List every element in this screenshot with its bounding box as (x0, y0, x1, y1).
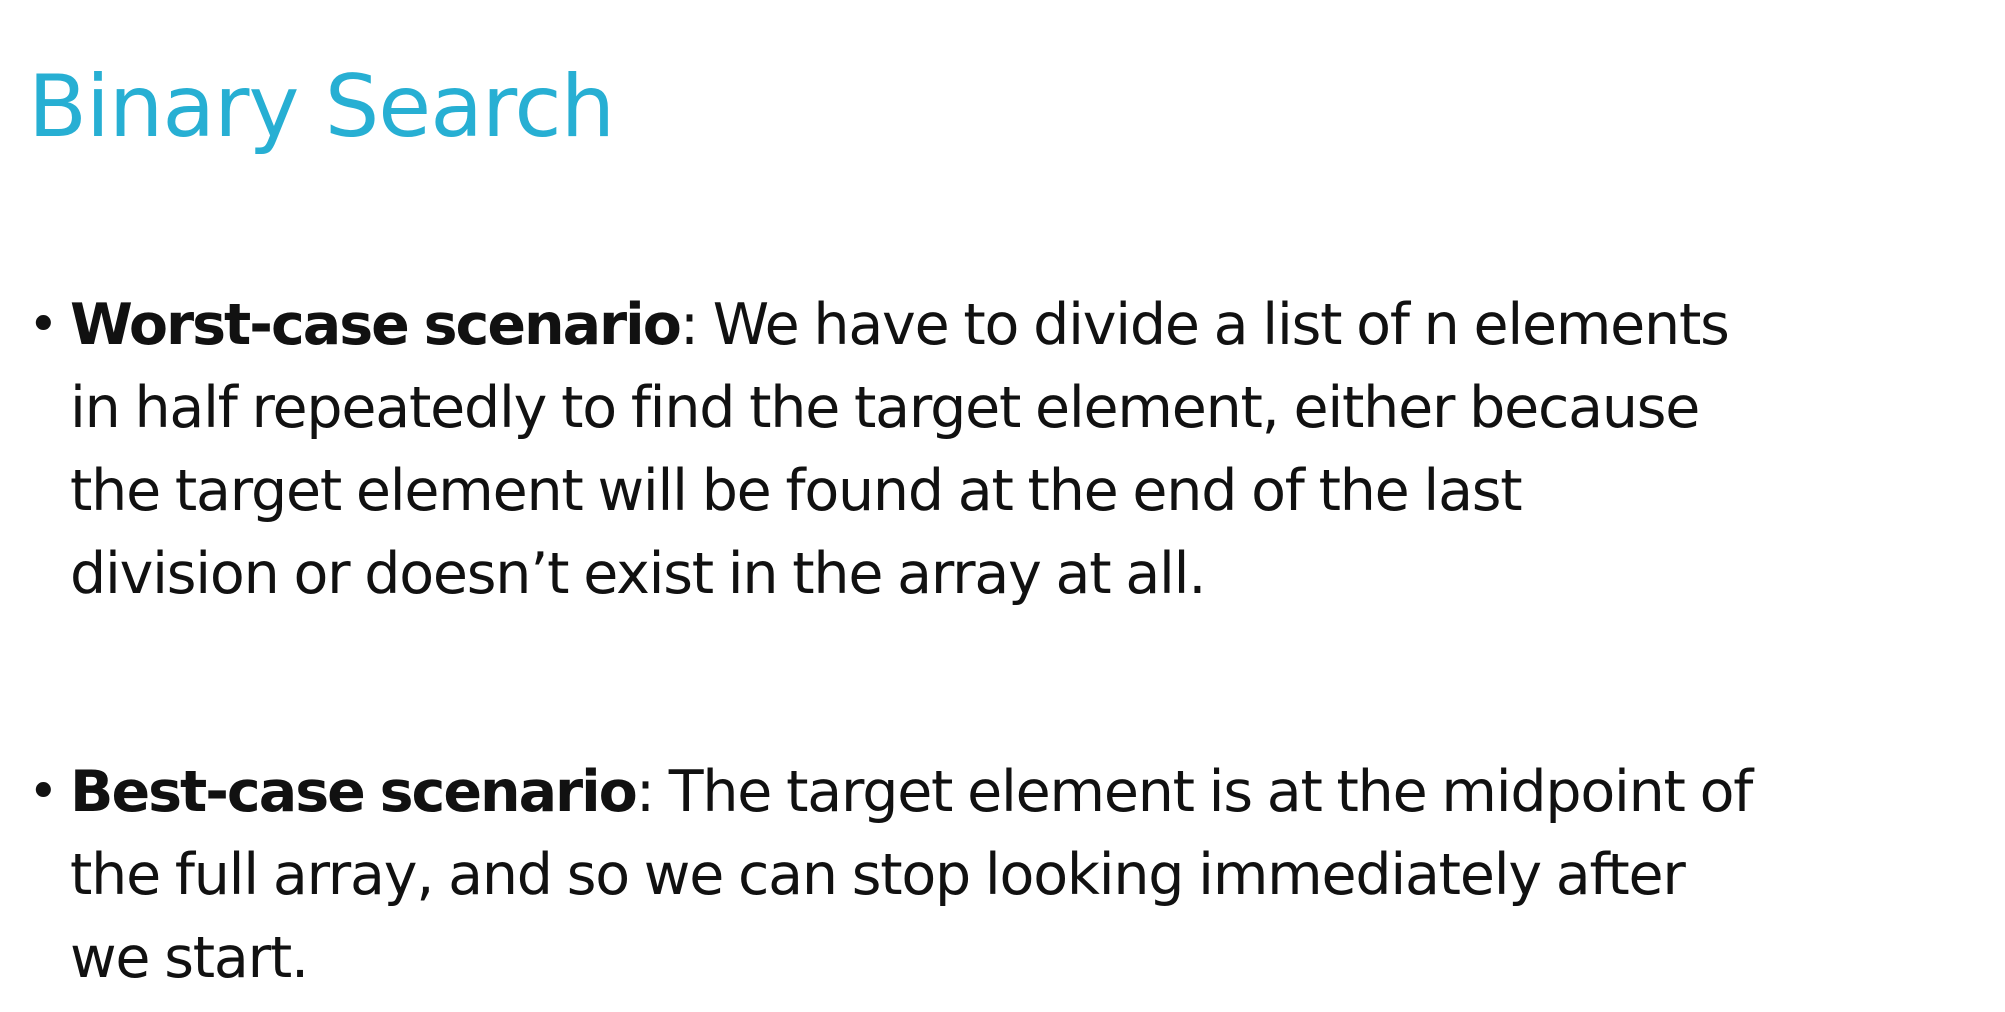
bullet-best-case: • Best-case scenario: The target element… (28, 751, 1978, 1000)
bullet-term: Worst-case scenario (70, 292, 682, 358)
bullet-text: : We have to divide a list of n elements (679, 292, 1730, 358)
bullet-line: the target element will be found at the … (70, 458, 1523, 524)
bullet-line: the full array, and so we can stop looki… (70, 842, 1686, 908)
bullet-dot-icon: • (28, 762, 59, 822)
bullet-line: Best-case scenario: The target element i… (70, 751, 1978, 834)
bullet-line: we start. (70, 925, 309, 991)
bullet-line: division or doesn’t exist in the array a… (70, 541, 1206, 607)
bullet-line: in half repeatedly to find the target el… (70, 375, 1700, 441)
bullet-list: • Worst-case scenario: We have to divide… (28, 284, 1978, 1000)
bullet-text: : The target element is at the midpoint … (635, 759, 1754, 825)
bullet-line: Worst-case scenario: We have to divide a… (70, 284, 1978, 367)
bullet-worst-case: • Worst-case scenario: We have to divide… (28, 284, 1978, 616)
slide-title: Binary Search (28, 57, 615, 157)
bullet-term: Best-case scenario (70, 759, 638, 825)
bullet-dot-icon: • (28, 295, 59, 355)
